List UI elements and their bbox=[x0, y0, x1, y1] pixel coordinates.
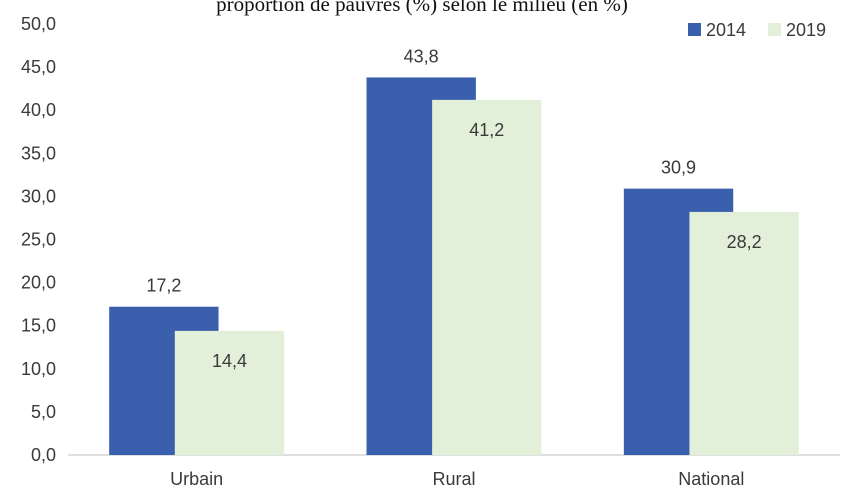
bar-rural-2019 bbox=[432, 99, 542, 455]
y-tick-label: 50,0 bbox=[21, 14, 56, 34]
x-tick-label-rural: Rural bbox=[432, 469, 475, 488]
y-tick-label: 5,0 bbox=[31, 402, 56, 422]
y-tick-label: 30,0 bbox=[21, 186, 56, 206]
legend: 2014 2019 bbox=[688, 20, 826, 40]
y-tick-label: 25,0 bbox=[21, 230, 56, 250]
y-tick-label: 10,0 bbox=[21, 359, 56, 379]
data-label-urbain-2014: 17,2 bbox=[146, 276, 181, 296]
data-label-national-2019: 28,2 bbox=[727, 232, 762, 252]
y-axis: 0,0 5,0 10,0 15,0 20,0 25,0 30,0 35,0 40,0 45,0 50… bbox=[21, 14, 56, 465]
y-tick-label: 0,0 bbox=[31, 445, 56, 465]
data-label-national-2014: 30,9 bbox=[661, 158, 696, 178]
data-label-rural-2014: 43,8 bbox=[404, 46, 439, 66]
x-tick-label-national: National bbox=[678, 469, 744, 488]
legend-label-2014: 2014 bbox=[706, 20, 746, 40]
data-label-rural-2019: 41,2 bbox=[469, 120, 504, 140]
data-label-urbain-2019: 14,4 bbox=[212, 351, 247, 371]
bar-urbain-2019 bbox=[174, 330, 285, 455]
x-tick-label-urbain: Urbain bbox=[170, 469, 223, 488]
bar-national-2019 bbox=[689, 211, 799, 455]
legend-label-2019: 2019 bbox=[786, 20, 826, 40]
y-tick-label: 15,0 bbox=[21, 316, 56, 336]
y-tick-label: 35,0 bbox=[21, 143, 56, 163]
chart-title-fragment: proportion de pauvres (%) selon le milie… bbox=[216, 0, 628, 16]
legend-swatch-2019 bbox=[768, 23, 781, 36]
y-tick-label: 45,0 bbox=[21, 57, 56, 77]
y-tick-label: 20,0 bbox=[21, 273, 56, 293]
bars: 17,2 14,4 43,8 41,2 30,9 28,2 bbox=[109, 46, 799, 455]
y-tick-label: 40,0 bbox=[21, 100, 56, 120]
legend-swatch-2014 bbox=[688, 23, 701, 36]
x-axis-labels: Urbain Rural National bbox=[170, 469, 744, 488]
